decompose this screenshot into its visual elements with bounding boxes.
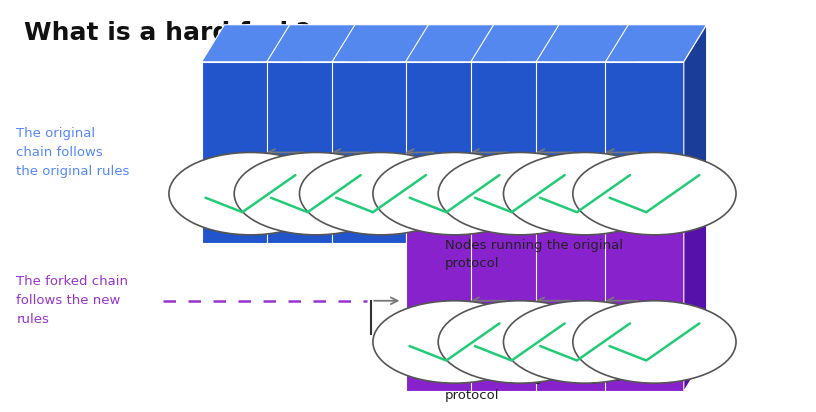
Circle shape xyxy=(299,152,463,235)
Polygon shape xyxy=(614,173,637,391)
Text: What is a hard fork?: What is a hard fork? xyxy=(24,21,311,44)
Polygon shape xyxy=(406,210,484,391)
Circle shape xyxy=(169,152,332,235)
Polygon shape xyxy=(471,25,572,62)
Polygon shape xyxy=(280,25,303,243)
Polygon shape xyxy=(536,173,637,210)
Polygon shape xyxy=(267,62,345,243)
Polygon shape xyxy=(332,25,433,62)
Text: The original
chain follows
the original rules: The original chain follows the original … xyxy=(16,127,130,178)
Polygon shape xyxy=(684,25,707,243)
Text: Nodes running the upgraded
protocol: Nodes running the upgraded protocol xyxy=(445,371,637,402)
Polygon shape xyxy=(536,25,637,62)
Polygon shape xyxy=(549,173,572,391)
Polygon shape xyxy=(684,173,707,391)
Polygon shape xyxy=(471,173,572,210)
Polygon shape xyxy=(471,210,549,391)
Text: Nodes running the original
protocol: Nodes running the original protocol xyxy=(445,239,623,270)
Circle shape xyxy=(573,152,736,235)
Polygon shape xyxy=(536,210,614,391)
Polygon shape xyxy=(605,62,684,243)
Polygon shape xyxy=(345,25,368,243)
Circle shape xyxy=(573,301,736,383)
Polygon shape xyxy=(605,210,684,391)
Polygon shape xyxy=(332,62,410,243)
Polygon shape xyxy=(614,25,637,243)
Circle shape xyxy=(373,301,536,383)
Polygon shape xyxy=(484,25,507,243)
Polygon shape xyxy=(605,25,707,62)
Circle shape xyxy=(438,152,601,235)
Polygon shape xyxy=(471,62,549,243)
Polygon shape xyxy=(406,25,507,62)
Polygon shape xyxy=(406,62,484,243)
Polygon shape xyxy=(202,62,280,243)
Polygon shape xyxy=(202,25,303,62)
Polygon shape xyxy=(536,62,614,243)
Polygon shape xyxy=(484,173,507,391)
Circle shape xyxy=(373,152,536,235)
Polygon shape xyxy=(410,25,433,243)
Polygon shape xyxy=(605,173,707,210)
Polygon shape xyxy=(267,25,368,62)
Text: The forked chain
follows the new
rules: The forked chain follows the new rules xyxy=(16,275,128,326)
Circle shape xyxy=(503,301,667,383)
Circle shape xyxy=(234,152,397,235)
Polygon shape xyxy=(406,173,507,210)
Circle shape xyxy=(503,152,667,235)
Circle shape xyxy=(438,301,601,383)
Polygon shape xyxy=(549,25,572,243)
